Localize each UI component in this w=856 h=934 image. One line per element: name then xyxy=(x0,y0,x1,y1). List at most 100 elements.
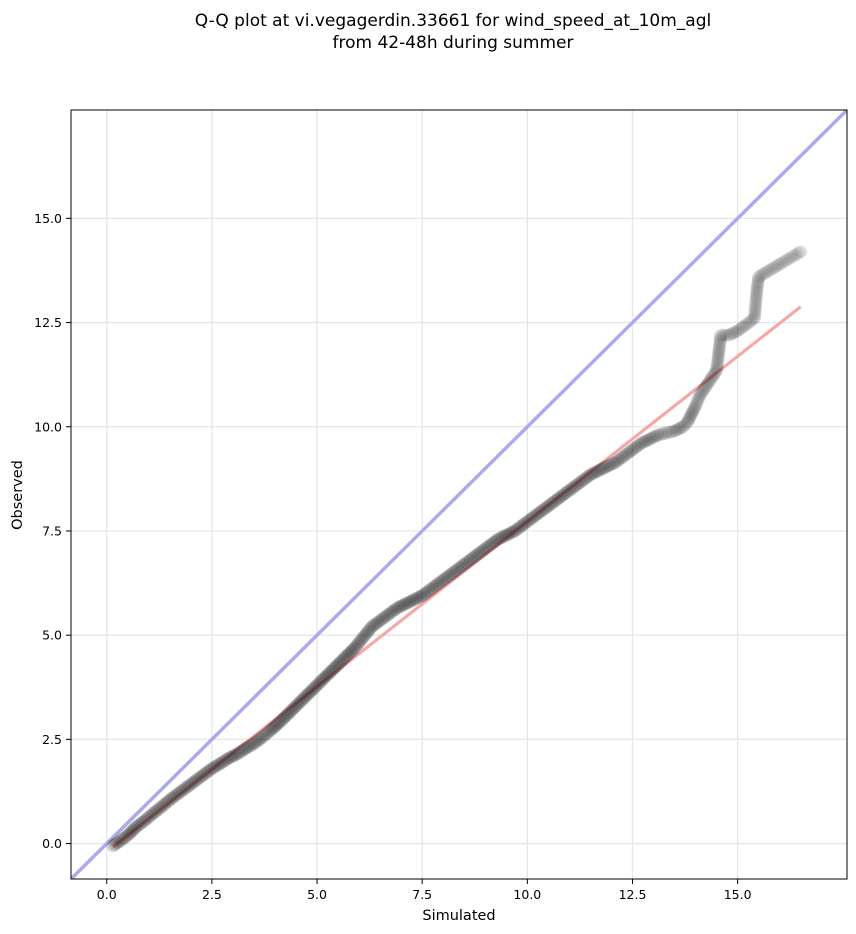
qq-point xyxy=(735,321,749,335)
qq-point xyxy=(550,493,564,507)
qq-point xyxy=(504,526,518,540)
chart-title-line-1: Q-Q plot at vi.vegagerdin.33661 for wind… xyxy=(195,11,711,31)
qq-point xyxy=(377,610,391,624)
qq-point xyxy=(711,351,725,365)
qq-point xyxy=(539,501,553,515)
qq-point xyxy=(694,386,708,400)
qq-point xyxy=(609,455,623,469)
qq-point xyxy=(619,447,633,461)
qq-point xyxy=(274,714,288,728)
qq-point xyxy=(775,256,789,270)
qq-point xyxy=(766,261,780,275)
x-tick-label: 10.0 xyxy=(513,887,541,902)
qq-point xyxy=(615,451,629,465)
qq-point xyxy=(461,554,475,568)
qq-point xyxy=(750,282,764,296)
qq-point xyxy=(114,833,128,847)
qq-point xyxy=(768,260,782,274)
qq-point xyxy=(510,522,524,536)
qq-point xyxy=(712,343,726,357)
qq-point xyxy=(124,825,138,839)
qq-point xyxy=(190,772,204,786)
qq-point xyxy=(361,624,375,638)
qq-point xyxy=(382,607,396,621)
qq-point xyxy=(649,429,663,443)
qq-point xyxy=(577,472,591,486)
qq-point xyxy=(299,689,313,703)
qq-point xyxy=(286,702,300,716)
qq-point xyxy=(733,322,747,336)
qq-point xyxy=(569,479,583,493)
qq-point xyxy=(230,747,244,761)
qq-point xyxy=(771,258,785,272)
qq-point xyxy=(516,518,530,532)
qq-point xyxy=(182,779,196,793)
qq-point xyxy=(554,490,568,504)
qq-point xyxy=(692,391,706,405)
qq-point xyxy=(276,712,290,726)
qq-point xyxy=(508,524,522,538)
qq-point xyxy=(704,372,718,386)
qq-point xyxy=(668,424,682,438)
qq-point xyxy=(543,497,557,511)
qq-point xyxy=(301,687,315,701)
qq-point xyxy=(405,594,419,608)
qq-point xyxy=(279,709,293,723)
qq-point xyxy=(228,748,242,762)
qq-point xyxy=(343,646,357,660)
qq-point xyxy=(468,549,482,563)
qq-point xyxy=(224,750,238,764)
qq-point xyxy=(514,519,528,533)
qq-point xyxy=(783,251,797,265)
qq-point xyxy=(537,502,551,516)
qq-point xyxy=(152,802,166,816)
qq-point xyxy=(567,480,581,494)
qq-point xyxy=(146,807,160,821)
qq-point xyxy=(129,820,143,834)
qq-point xyxy=(308,681,322,695)
qq-point xyxy=(698,380,712,394)
qq-point xyxy=(281,707,295,721)
qq-point xyxy=(670,423,684,437)
qq-point xyxy=(138,814,152,828)
qq-point xyxy=(482,539,496,553)
qq-point xyxy=(394,599,408,613)
qq-point xyxy=(363,622,377,636)
qq-point xyxy=(493,531,507,545)
qq-point xyxy=(171,787,185,801)
qq-point xyxy=(255,730,269,744)
qq-point xyxy=(485,537,499,551)
qq-point xyxy=(676,420,690,434)
qq-point xyxy=(453,560,467,574)
qq-point xyxy=(328,661,342,675)
qq-point xyxy=(613,452,627,466)
qq-point xyxy=(470,548,484,562)
chart-title-line-2: from 42-48h during summer xyxy=(333,33,574,53)
y-tick-label: 0.0 xyxy=(42,836,62,851)
qq-point xyxy=(447,565,461,579)
qq-point xyxy=(752,270,766,284)
qq-point xyxy=(681,414,695,428)
qq-point xyxy=(260,727,274,741)
qq-point xyxy=(731,324,745,338)
qq-point xyxy=(121,828,135,842)
qq-point xyxy=(128,822,142,836)
qq-point xyxy=(625,443,639,457)
x-tick-label: 0.0 xyxy=(97,887,117,902)
qq-point xyxy=(583,468,597,482)
qq-point xyxy=(291,697,305,711)
qq-point xyxy=(207,760,221,774)
qq-point xyxy=(126,823,140,837)
qq-point xyxy=(302,686,316,700)
qq-point xyxy=(287,701,301,715)
qq-point xyxy=(665,425,679,439)
qq-point xyxy=(792,246,806,260)
qq-point xyxy=(690,396,704,410)
qq-point xyxy=(756,267,770,281)
qq-point xyxy=(654,427,668,441)
qq-point xyxy=(501,527,515,541)
qq-point xyxy=(449,564,463,578)
qq-point xyxy=(422,584,436,598)
qq-point xyxy=(336,652,350,666)
qq-point xyxy=(711,353,725,367)
